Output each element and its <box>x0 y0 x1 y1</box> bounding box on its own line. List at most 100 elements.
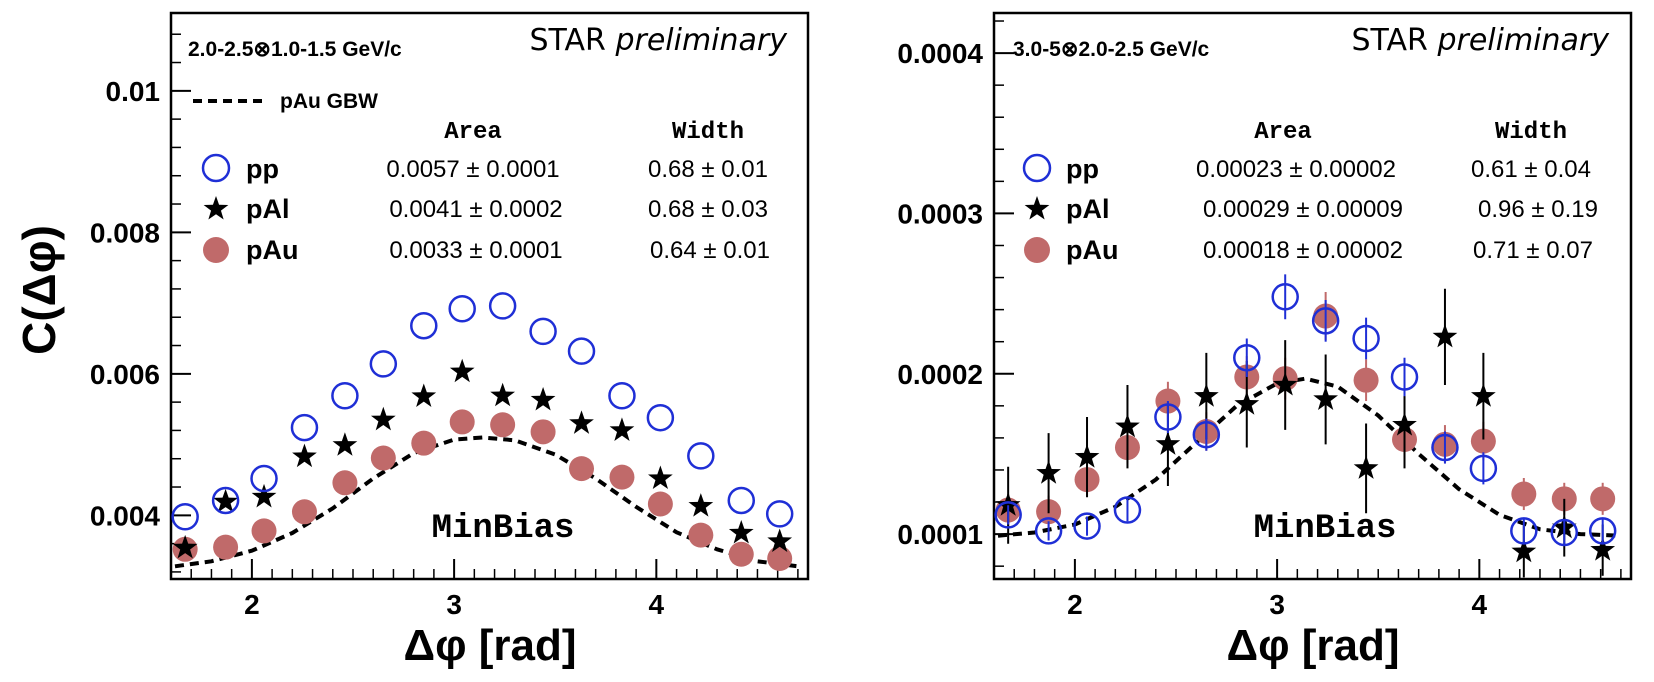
x-axis-title-left: Δφ [rad] <box>403 621 576 670</box>
pal-point <box>449 358 475 383</box>
pal-point <box>411 383 437 407</box>
area-header: Area <box>444 119 502 146</box>
x-tick-label: 4 <box>1472 589 1488 620</box>
pau-point <box>370 445 396 471</box>
star-label: STAR <box>529 23 605 58</box>
legend-pau-label: pAu <box>246 235 298 265</box>
pp-point <box>410 311 438 340</box>
legend-pau-marker <box>203 237 229 263</box>
pp-point <box>331 382 359 410</box>
y-tick-label: 0.008 <box>90 217 160 248</box>
pal-point <box>609 417 635 441</box>
y-ticks-left: 0.004 0.006 0.008 0.01 <box>90 33 191 573</box>
pp-point <box>448 294 476 323</box>
pp-point <box>1233 343 1261 372</box>
plot-frame-right <box>992 11 1633 581</box>
model-line <box>997 376 1621 538</box>
data-markers-left <box>171 292 794 571</box>
pal-point <box>332 432 358 456</box>
legend-pal-width: 0.68 ± 0.03 <box>648 196 768 223</box>
legend-pal-label: pAl <box>1066 194 1110 224</box>
panel-right: 0.0001 0.0002 0.0003 0.0004 2 3 4 3.0-5⊗2.0-2… <box>897 11 1633 620</box>
y-tick-label: 0.0004 <box>897 38 983 69</box>
legend-pau-label: pAu <box>1066 235 1118 265</box>
pau-point <box>1353 367 1379 393</box>
x-tick-label: 3 <box>1269 589 1285 620</box>
pau-point <box>767 545 793 571</box>
legend-pal-marker <box>203 196 229 220</box>
pal-point <box>490 382 516 407</box>
panel-title: 3.0-5⊗2.0-2.5 GeV/c <box>1013 38 1210 61</box>
legend-pau-width: 0.64 ± 0.01 <box>650 237 770 264</box>
pal-point <box>1036 460 1061 484</box>
pp-point <box>1311 307 1340 335</box>
pau-point <box>728 541 754 567</box>
x-ticks-left: 2 3 4 <box>190 559 799 620</box>
pp-point <box>727 486 756 515</box>
pp-point <box>646 403 675 432</box>
y-tick-label: 0.004 <box>90 500 160 531</box>
pal-point <box>995 492 1021 516</box>
model-curve-right <box>997 376 1621 538</box>
plot-frame-left <box>169 11 810 581</box>
pal-point <box>688 493 714 517</box>
y-tick-label: 0.0001 <box>897 519 983 550</box>
pp-point <box>687 442 715 470</box>
pp-point <box>1271 283 1299 311</box>
pp-point <box>529 317 557 346</box>
legend-pp-area: 0.00023 ± 0.00002 <box>1196 156 1396 183</box>
pal-point <box>1590 537 1616 561</box>
pau-point <box>569 456 595 482</box>
pp-point <box>1154 403 1182 431</box>
pal-point <box>1074 444 1100 468</box>
legend-pp-area: 0.0057 ± 0.0001 <box>386 156 559 183</box>
pal-point <box>728 520 754 544</box>
pal-point <box>1115 413 1140 438</box>
area-header: Area <box>1254 119 1312 146</box>
legend-pau-marker <box>1024 237 1050 263</box>
pal-point <box>1234 391 1260 415</box>
preliminary-label: preliminary <box>1436 23 1610 58</box>
pal-point <box>1193 383 1219 407</box>
pal-point <box>767 528 793 553</box>
pau-point <box>213 534 239 560</box>
pp-point <box>765 500 794 528</box>
pal-point <box>292 443 317 468</box>
x-tick-label: 3 <box>446 589 462 620</box>
pp-point <box>567 337 596 365</box>
pp-point <box>608 382 636 410</box>
legend-pp-marker <box>201 153 231 183</box>
y-tick-label: 0.01 <box>106 76 161 107</box>
legend-pau-area: 0.0033 ± 0.0001 <box>389 237 562 264</box>
legend-pp-label: pp <box>1066 154 1099 184</box>
y-ticks-right: 0.0001 0.0002 0.0003 0.0004 <box>897 20 1014 567</box>
pau-point <box>1511 481 1537 507</box>
legend-star-shape <box>1024 196 1050 220</box>
legend-pp-label: pp <box>246 154 279 184</box>
pau-point <box>291 499 317 525</box>
x-tick-label: 4 <box>649 589 665 620</box>
legend-pau-width: 0.71 ± 0.07 <box>1473 237 1593 264</box>
pal-point <box>1353 455 1379 479</box>
legend-model-label: pAu GBW <box>280 90 378 113</box>
pal-point <box>648 465 673 490</box>
pp-point <box>211 486 240 515</box>
pal-point <box>172 534 198 559</box>
y-tick-label: 0.006 <box>90 359 160 390</box>
pal-point <box>1272 371 1298 396</box>
pp-point <box>1469 454 1498 483</box>
event-class-label: MinBias <box>1254 510 1397 548</box>
legend-pal-marker <box>1024 196 1050 220</box>
pp-point <box>290 413 319 442</box>
pp-point <box>1550 518 1579 547</box>
pp-point <box>488 292 517 320</box>
x-tick-label: 2 <box>244 589 260 620</box>
pp-point <box>1192 420 1221 449</box>
pau-point <box>647 491 673 517</box>
pal-point <box>213 488 238 513</box>
pau-point <box>490 412 516 438</box>
pal-point <box>1432 323 1458 348</box>
pau-point <box>449 409 475 435</box>
star-label: STAR <box>1351 23 1427 58</box>
